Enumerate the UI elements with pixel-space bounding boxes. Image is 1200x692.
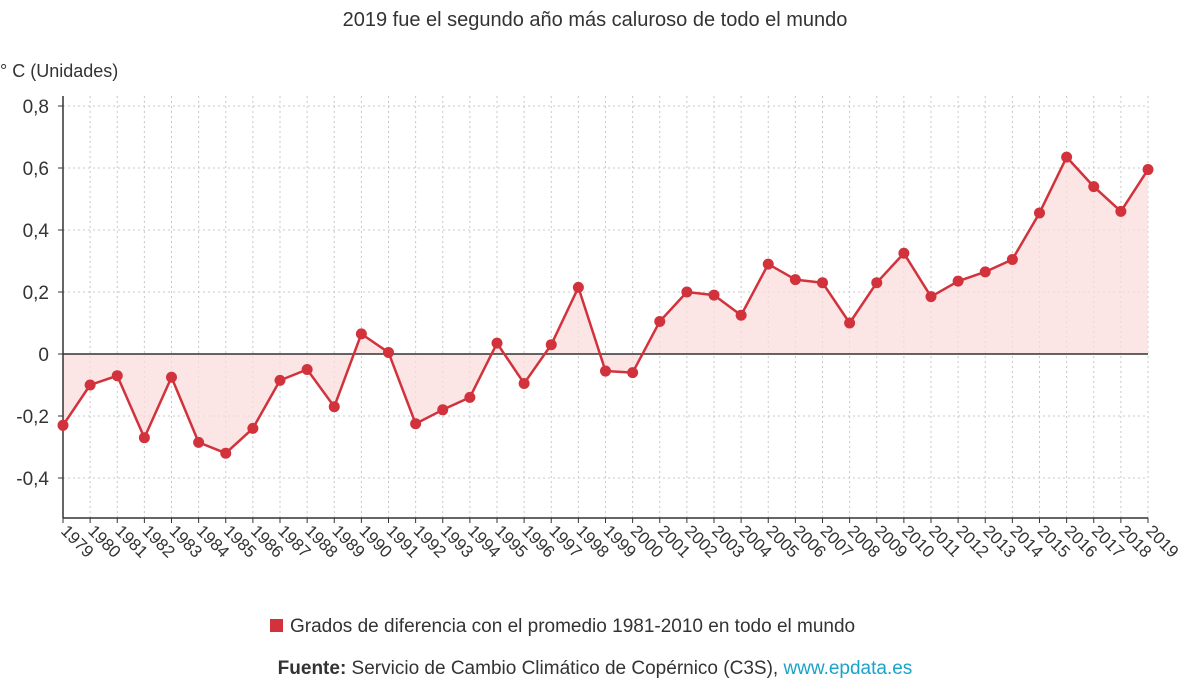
source-link[interactable]: www.epdata.es xyxy=(782,658,912,679)
y-tick-label: -0,4 xyxy=(16,469,49,490)
y-axis-unit-label: ° C (Unidades) xyxy=(0,61,118,81)
data-point[interactable] xyxy=(518,377,530,389)
data-point[interactable] xyxy=(57,419,69,431)
data-point[interactable] xyxy=(844,317,856,329)
legend: Grados de diferencia con el promedio 198… xyxy=(270,616,855,637)
data-point[interactable] xyxy=(464,391,476,403)
data-point[interactable] xyxy=(193,436,205,448)
y-axis-ticks: 0,8 0,6 0,4 0,2 0 -0,2 -0,4 xyxy=(16,97,63,490)
data-point[interactable] xyxy=(654,315,666,327)
data-point[interactable] xyxy=(1061,151,1073,163)
chart-title: 2019 fue el segundo año más caluroso de … xyxy=(343,9,848,31)
data-point[interactable] xyxy=(491,337,503,349)
data-point[interactable] xyxy=(952,275,964,287)
data-point[interactable] xyxy=(735,309,747,321)
data-point[interactable] xyxy=(762,258,774,270)
legend-swatch xyxy=(270,619,283,632)
y-tick-label: 0 xyxy=(38,345,49,366)
data-point[interactable] xyxy=(84,379,96,391)
source-label: Fuente: xyxy=(278,658,347,679)
series-area-fill xyxy=(63,157,1148,454)
data-point[interactable] xyxy=(1142,164,1154,176)
data-point[interactable] xyxy=(1006,253,1018,265)
data-point[interactable] xyxy=(979,266,991,278)
data-point[interactable] xyxy=(301,364,313,375)
data-point[interactable] xyxy=(274,374,286,386)
data-point[interactable] xyxy=(247,422,259,434)
y-tick-label: 0,8 xyxy=(23,97,49,118)
data-point[interactable] xyxy=(681,286,693,298)
data-point[interactable] xyxy=(437,404,449,416)
data-point[interactable] xyxy=(220,447,232,459)
data-point[interactable] xyxy=(600,365,611,377)
y-tick-label: 0,4 xyxy=(23,221,50,242)
x-axis-ticks: 1979198019811982198319841985198619871988… xyxy=(57,518,1182,562)
data-point[interactable] xyxy=(708,289,720,301)
data-point[interactable] xyxy=(1115,205,1127,217)
data-point[interactable] xyxy=(871,277,883,289)
source-line: Fuente: Servicio de Cambio Climático de … xyxy=(278,658,913,679)
data-point[interactable] xyxy=(545,339,557,351)
y-tick-label: 0,2 xyxy=(23,283,49,304)
data-points xyxy=(57,151,1154,459)
data-point[interactable] xyxy=(789,274,801,286)
data-point[interactable] xyxy=(627,367,639,379)
data-point[interactable] xyxy=(166,371,177,383)
source-text: Servicio de Cambio Climático de Copérnic… xyxy=(346,658,783,679)
legend-label: Grados de diferencia con el promedio 198… xyxy=(290,616,855,637)
data-point[interactable] xyxy=(383,346,394,358)
data-point[interactable] xyxy=(328,401,340,413)
y-tick-label: -0,2 xyxy=(16,407,49,428)
data-point[interactable] xyxy=(572,281,584,293)
data-point[interactable] xyxy=(1034,207,1045,219)
data-point[interactable] xyxy=(138,432,150,444)
data-point[interactable] xyxy=(410,418,422,430)
y-tick-label: 0,6 xyxy=(23,159,49,180)
data-point[interactable] xyxy=(1088,181,1100,193)
data-point[interactable] xyxy=(111,370,123,382)
data-point[interactable] xyxy=(355,328,367,340)
data-point[interactable] xyxy=(898,247,910,259)
data-point[interactable] xyxy=(925,291,937,303)
data-point[interactable] xyxy=(817,277,828,289)
